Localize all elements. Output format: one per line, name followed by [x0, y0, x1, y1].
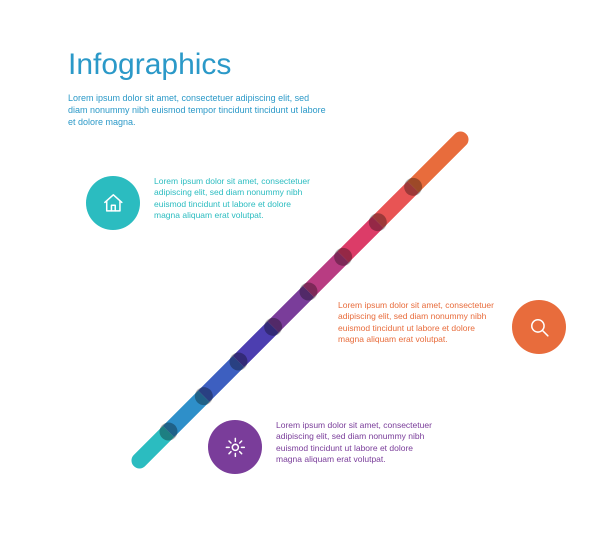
section-search: Lorem ipsum dolor sit amet, consectetuer…	[330, 300, 566, 354]
page-title: Infographics	[68, 48, 231, 82]
section-home: Lorem ipsum dolor sit amet, consectetuer…	[86, 176, 322, 230]
section-home-text: Lorem ipsum dolor sit amet, consectetuer…	[154, 176, 314, 222]
page-subtitle: Lorem ipsum dolor sit amet, consectetuer…	[68, 92, 328, 128]
section-gear: Lorem ipsum dolor sit amet, consectetuer…	[208, 420, 444, 474]
magnifier-icon	[512, 300, 566, 354]
section-search-text: Lorem ipsum dolor sit amet, consectetuer…	[338, 300, 498, 346]
gear-icon	[208, 420, 262, 474]
house-icon	[86, 176, 140, 230]
section-gear-text: Lorem ipsum dolor sit amet, consectetuer…	[276, 420, 436, 466]
